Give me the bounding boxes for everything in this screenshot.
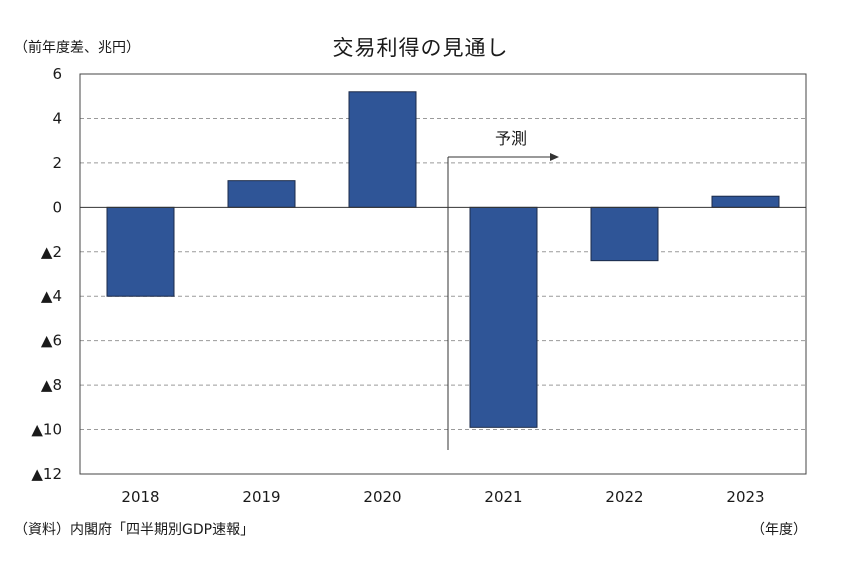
y-tick-label: ▲2 xyxy=(41,243,62,261)
gridlines xyxy=(80,117,806,431)
axes xyxy=(79,73,807,475)
source-label: （資料）内閣府「四半期別GDP速報」 xyxy=(14,522,255,538)
x-tick-label: 2021 xyxy=(484,488,522,506)
unit-label: （前年度差、兆円） xyxy=(14,40,140,56)
bar-2018 xyxy=(106,206,175,297)
forecast-arrow-head xyxy=(550,153,559,161)
x-unit-label: （年度） xyxy=(751,522,807,538)
y-tick-label: ▲4 xyxy=(41,287,62,305)
plot-frame xyxy=(79,73,807,475)
y-tick-labels: 6 4 2 0 ▲2 ▲4 ▲6 ▲8 ▲10 ▲12 xyxy=(31,65,62,483)
y-tick-label: 6 xyxy=(52,65,62,83)
y-tick-label: 0 xyxy=(52,198,62,216)
y-tick-label: ▲8 xyxy=(41,376,62,394)
x-tick-label: 2019 xyxy=(242,488,280,506)
bar-2019 xyxy=(227,180,296,208)
y-tick-label: ▲10 xyxy=(31,421,62,439)
x-tick-label: 2018 xyxy=(121,488,159,506)
chart-title: 交易利得の見通し xyxy=(332,36,509,60)
forecast-annotation: 予測 xyxy=(447,129,559,450)
bar-2022 xyxy=(590,206,659,262)
y-tick-label: ▲6 xyxy=(41,332,62,350)
forecast-label: 予測 xyxy=(495,129,527,148)
bar-2021 xyxy=(469,206,538,428)
y-tick-label: 2 xyxy=(52,154,62,172)
bar-2023 xyxy=(711,195,780,208)
y-tick-label: 4 xyxy=(52,109,62,127)
bars xyxy=(106,91,780,428)
x-tick-label: 2023 xyxy=(726,488,764,506)
bar-2020 xyxy=(348,91,417,208)
x-tick-labels: 2018 2019 2020 2021 2022 2023 xyxy=(121,488,764,506)
x-tick-label: 2022 xyxy=(605,488,643,506)
x-tick-label: 2020 xyxy=(363,488,401,506)
y-tick-label: ▲12 xyxy=(31,465,62,483)
